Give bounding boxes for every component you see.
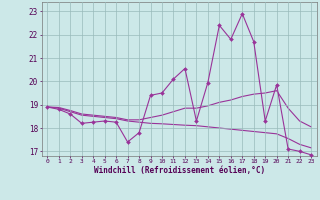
X-axis label: Windchill (Refroidissement éolien,°C): Windchill (Refroidissement éolien,°C) bbox=[94, 166, 265, 175]
